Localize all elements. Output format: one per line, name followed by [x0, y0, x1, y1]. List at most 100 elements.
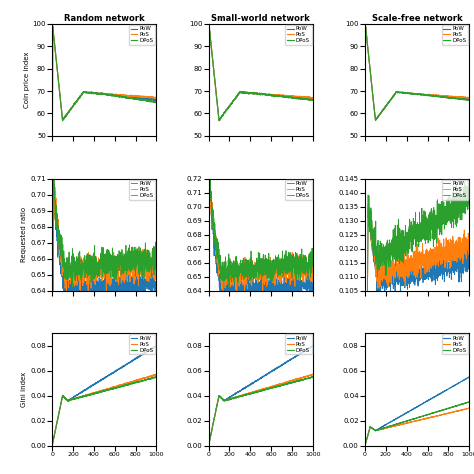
PoS: [252, 389, 257, 394]
PoW: [466, 374, 472, 380]
DPoS: [95, 91, 101, 96]
PoW: [252, 91, 257, 97]
PoW: [49, 245, 55, 251]
DPoS: [91, 90, 97, 96]
PoW: [50, 170, 56, 175]
PoS: [133, 377, 138, 383]
PoW: [310, 343, 315, 348]
DPoS: [49, 443, 55, 448]
Line: PoW: PoW: [52, 173, 156, 474]
DPoS: [206, 23, 212, 29]
DPoS: [50, 167, 56, 173]
DPoS: [373, 256, 378, 262]
PoW: [133, 356, 138, 362]
PoS: [466, 405, 472, 411]
Line: DPoS: DPoS: [52, 377, 156, 446]
DPoS: [362, 246, 368, 251]
PoS: [434, 252, 439, 258]
Line: PoW: PoW: [365, 377, 469, 446]
Line: DPoS: DPoS: [52, 170, 156, 474]
DPoS: [131, 96, 137, 101]
PoW: [217, 285, 222, 291]
Line: PoS: PoS: [365, 196, 469, 474]
PoW: [216, 393, 222, 399]
PoW: [434, 276, 439, 282]
PoW: [373, 270, 379, 276]
PoW: [206, 23, 212, 29]
PoS: [95, 389, 101, 394]
PoS: [217, 117, 222, 122]
PoS: [153, 372, 159, 377]
PoS: [154, 256, 159, 262]
DPoS: [434, 93, 439, 99]
PoS: [434, 92, 439, 98]
PoS: [289, 257, 295, 263]
PoW: [404, 273, 410, 279]
PoS: [373, 428, 378, 433]
PoS: [206, 23, 212, 29]
PoW: [206, 245, 211, 251]
PoS: [466, 95, 472, 101]
Line: PoS: PoS: [52, 374, 156, 446]
DPoS: [289, 94, 295, 100]
PoW: [373, 428, 378, 433]
PoW: [287, 357, 293, 363]
PoW: [207, 172, 212, 178]
PoW: [434, 92, 439, 98]
Line: PoS: PoS: [365, 27, 469, 248]
DPoS: [133, 96, 138, 102]
PoS: [404, 420, 410, 426]
PoW: [133, 283, 138, 289]
PoW: [310, 343, 316, 349]
PoW: [446, 386, 451, 392]
PoW: [91, 381, 97, 387]
Title: Random network: Random network: [64, 14, 145, 23]
PoS: [408, 419, 414, 425]
DPoS: [310, 97, 316, 103]
DPoS: [310, 251, 316, 257]
Line: DPoS: DPoS: [209, 173, 313, 474]
DPoS: [121, 94, 127, 100]
PoW: [365, 201, 371, 207]
PoS: [277, 382, 283, 387]
PoS: [466, 405, 472, 411]
Line: PoW: PoW: [365, 27, 469, 248]
PoS: [60, 117, 66, 123]
DPoS: [444, 406, 449, 412]
PoS: [91, 90, 97, 96]
PoW: [289, 93, 295, 99]
PoS: [133, 253, 138, 258]
DPoS: [131, 381, 137, 386]
DPoS: [95, 273, 101, 279]
Line: PoS: PoS: [209, 171, 313, 474]
PoW: [287, 286, 293, 292]
PoW: [217, 117, 222, 122]
Line: DPoS: DPoS: [365, 27, 469, 248]
PoW: [446, 94, 451, 100]
PoS: [289, 93, 295, 99]
DPoS: [216, 393, 222, 399]
Line: DPoS: DPoS: [52, 26, 156, 248]
DPoS: [404, 243, 410, 249]
PoS: [248, 279, 254, 284]
DPoS: [404, 91, 410, 96]
Y-axis label: Requested ratio: Requested ratio: [21, 207, 27, 262]
PoW: [408, 408, 414, 413]
PoS: [206, 443, 211, 448]
DPoS: [373, 428, 378, 433]
PoS: [91, 277, 97, 283]
DPoS: [289, 255, 295, 261]
Legend: PoW, PoS, DPoS: PoW, PoS, DPoS: [129, 25, 155, 45]
PoS: [310, 95, 316, 100]
DPoS: [287, 260, 293, 266]
Legend: PoW, PoS, DPoS: PoW, PoS, DPoS: [285, 180, 312, 200]
PoS: [121, 259, 127, 265]
PoW: [131, 286, 137, 292]
PoS: [287, 274, 293, 280]
DPoS: [466, 399, 472, 405]
PoS: [466, 241, 472, 246]
DPoS: [49, 245, 55, 251]
PoS: [363, 24, 368, 29]
DPoS: [154, 374, 159, 380]
PoW: [154, 97, 159, 103]
